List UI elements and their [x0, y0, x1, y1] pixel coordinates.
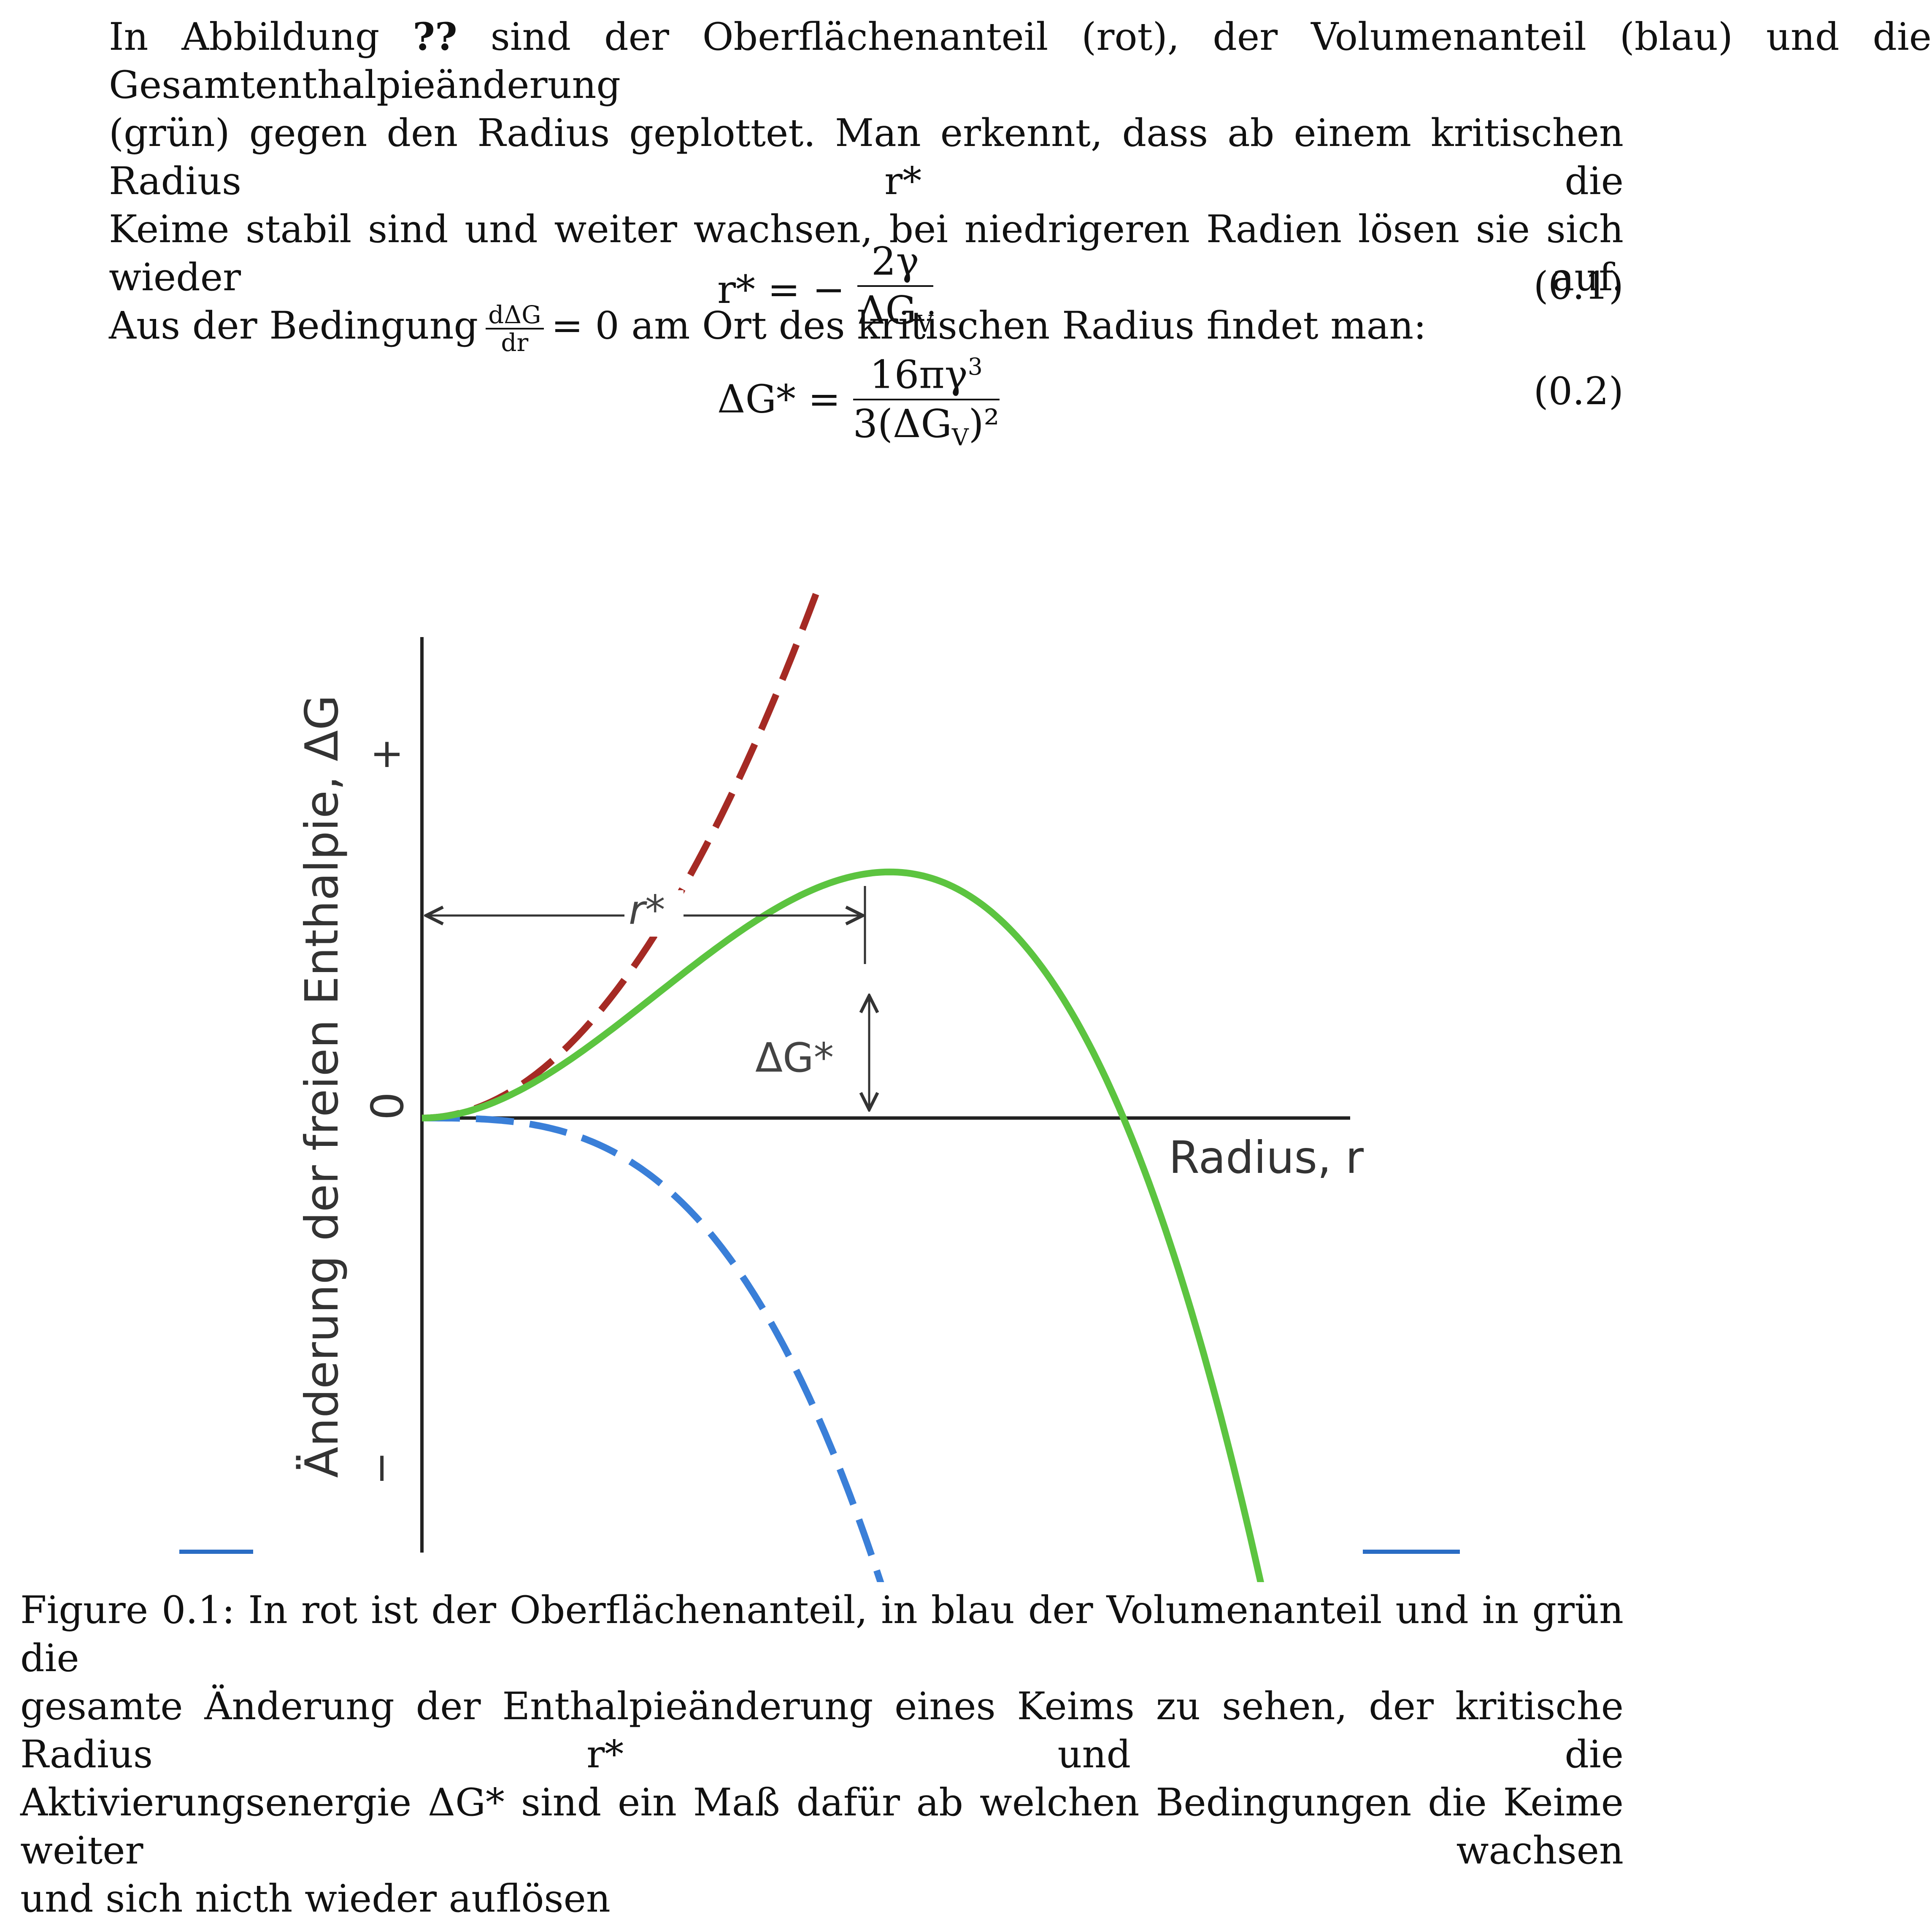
paragraph-line-4: Aus der Bedingung dΔG dr = 0 am Ort des kri…: [109, 300, 1427, 357]
paragraph-line-1: In Abbildung ?? sind der Oberflächenante…: [109, 14, 1932, 107]
equation-number-2: (0.2): [1533, 369, 1624, 413]
caption-line-4: und sich nicth wieder auflösen: [20, 1877, 611, 1921]
delta-g-star-label: ΔG*: [755, 1035, 834, 1081]
nucleation-chart: r* ΔG* Radius, r + 0 − Änderung der frei…: [179, 591, 1460, 1582]
caption-line-3: Aktivierungsenergie ΔG* sind ein Maß daf…: [20, 1780, 1624, 1873]
equation-activation-energy: ΔG* = 16πγ3 3(ΔGV)²: [717, 346, 1000, 459]
volume-curve: [422, 1115, 884, 1582]
figure-caption: Figure 0.1: In rot ist der Oberflächenan…: [20, 1586, 1624, 1923]
intro-paragraph: In Abbildung ?? sind der Oberflächenante…: [109, 13, 1932, 357]
caption-line-2: gesamte Änderung der Enthalpieänderung e…: [20, 1684, 1624, 1777]
paragraph-line-2: (grün) gegen den Radius geplottet. Man e…: [109, 111, 1624, 203]
equation-number-1: (0.1): [1533, 264, 1624, 308]
total-curve: [422, 868, 1265, 1582]
derivative-fraction: dΔG dr: [486, 302, 544, 356]
equation-critical-radius: r* = − 2γ ΔGV: [717, 239, 933, 338]
r-star-label: r*: [629, 887, 665, 934]
y-tick-zero: 0: [362, 1092, 413, 1120]
figure-reference: ??: [413, 14, 457, 59]
caption-line-1: Figure 0.1: In rot ist der Oberflächenan…: [20, 1588, 1624, 1680]
surface-curve: [422, 591, 821, 1121]
y-tick-plus: +: [363, 737, 409, 771]
y-axis-label: Änderung der freien Enthalpie, ΔG: [296, 695, 349, 1478]
x-axis-label: Radius, r: [1169, 1132, 1364, 1183]
paragraph-line-3: Keime stabil sind und weiter wachsen, be…: [109, 207, 1624, 300]
y-tick-minus: −: [358, 1451, 404, 1485]
